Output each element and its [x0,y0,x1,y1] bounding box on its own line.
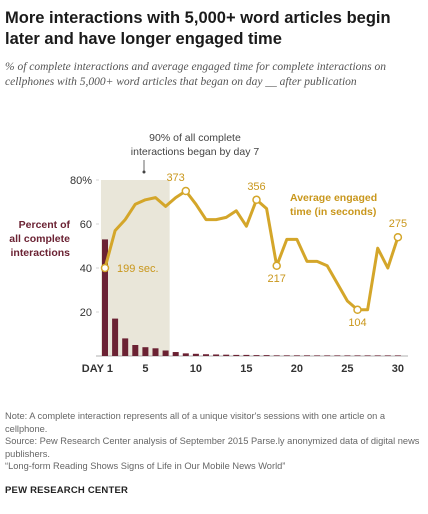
bar-day-4 [132,345,139,356]
bar-day-5 [142,347,149,356]
y-tick-label: 20 [80,307,92,319]
line-series-label-1: Average engaged [290,192,377,204]
bar-day-30 [394,355,401,356]
point-marker-day-30 [393,232,403,242]
x-tick-label: 15 [240,363,252,375]
bar-day-15 [243,354,250,356]
bar-day-1 [102,239,108,356]
point-marker-day-26 [353,305,362,315]
bar-day-7 [162,350,169,356]
annotation-dot [142,170,146,174]
point-label-day-16: 356 [247,181,265,193]
chart-subtitle: % of complete interactions and average e… [5,61,387,88]
bar-day-2 [112,318,119,356]
y-tick-label: 80% [70,175,92,187]
point-label-day-26: 104 [348,317,366,329]
bar-series-label-1: Percent of [19,219,71,231]
annotation-line-2: interactions began by day 7 [131,146,260,158]
x-tick-label: 25 [341,363,353,375]
bar-day-23 [324,355,331,356]
footer-report: “Long-form Reading Shows Signs of Life i… [5,461,286,471]
bar-day-14 [233,354,240,356]
y-tick-label: 60 [80,219,92,231]
bar-series-label-3: interactions [10,247,70,259]
bar-day-17 [263,355,270,356]
bar-day-8 [172,352,179,356]
bar-day-16 [253,355,260,356]
bar-day-9 [182,353,189,356]
point-label-day-18: 217 [268,273,286,285]
point-marker-day-9 [181,186,191,196]
x-tick-label: 20 [291,363,303,375]
bar-day-21 [304,355,310,356]
bar-day-24 [334,355,341,356]
bar-day-29 [384,355,391,356]
x-tick-label: 30 [392,363,404,375]
bar-day-27 [364,355,371,356]
bar-series-label-2: all complete [9,233,70,245]
bar-day-25 [344,355,351,356]
bar-day-12 [213,354,220,356]
bar-day-6 [152,348,159,356]
footer-notes: Note: A complete interaction represents … [5,410,423,473]
bar-day-28 [374,355,381,356]
x-tick-label: 5 [142,363,148,375]
footer-source: Source: Pew Research Center analysis of … [5,436,420,459]
point-label-day-9: 373 [166,172,184,184]
bar-day-10 [192,353,199,356]
brand-label: PEW RESEARCH CENTER [5,485,129,496]
point-label-day-30: 275 [389,218,407,230]
footer-note: Note: A complete interaction represents … [5,411,386,434]
y-tick-label: 40 [80,263,92,275]
point-marker-day-1 [100,263,110,273]
annotation-line-1: 90% of all complete [149,132,241,144]
x-tick-label: DAY 1 [82,363,113,375]
bar-day-13 [223,354,230,356]
engaged-time-line [103,189,400,312]
point-label-day-1: 199 sec. [117,263,159,275]
point-marker-day-16 [252,195,261,205]
bar-day-3 [122,338,129,356]
x-tick-label: 10 [190,363,202,375]
bar-day-19 [283,355,290,356]
chart-area: 20 40 60 80% DAY 1 5 10 15 20 25 30 199 sec. 373 356… [9,132,408,375]
bar-day-11 [203,354,209,356]
bar-day-22 [314,355,321,356]
bar-day-26 [354,355,361,356]
line-series-label-2: time (in seconds) [290,206,376,218]
bar-day-18 [273,355,280,356]
chart-title: More interactions with 5,000+ word artic… [5,9,391,48]
bar-day-20 [293,355,300,356]
point-marker-day-18 [272,261,281,271]
